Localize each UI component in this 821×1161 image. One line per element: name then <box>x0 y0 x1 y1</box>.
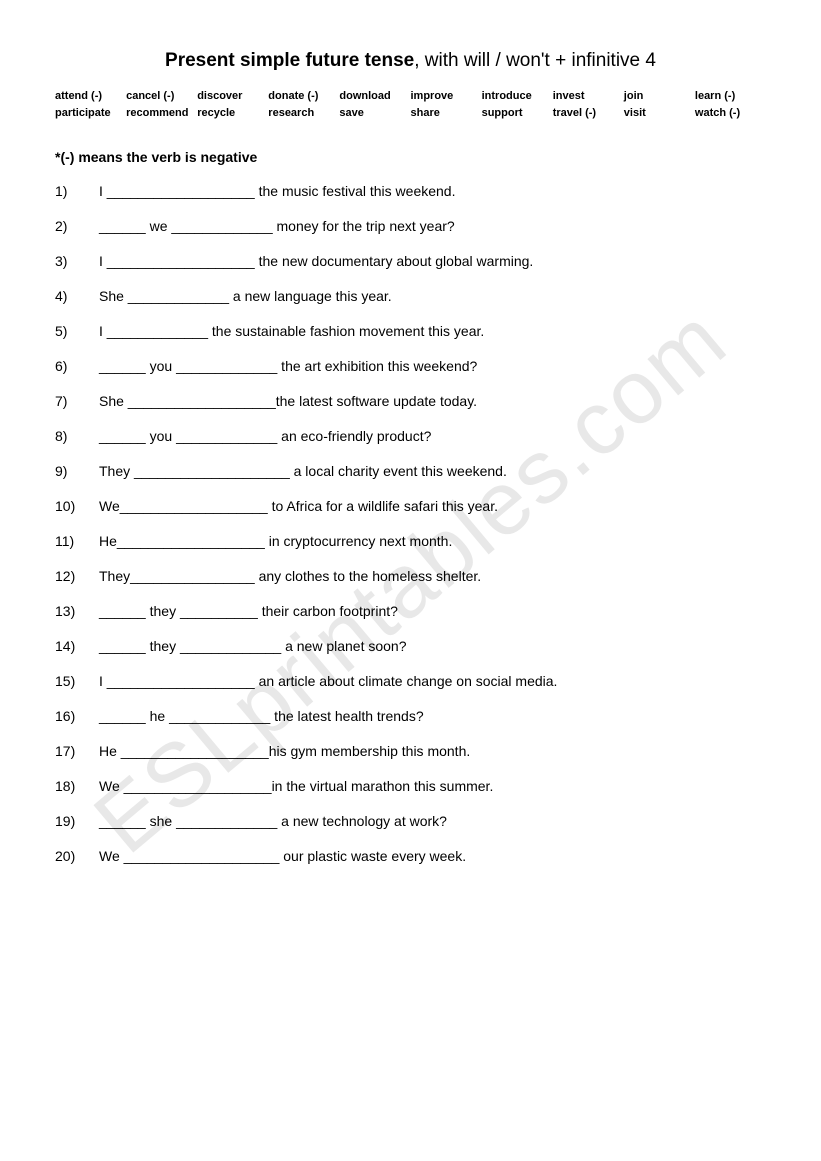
question-number: 8) <box>55 428 99 444</box>
question-text: She _____________ a new language this ye… <box>99 288 766 304</box>
question-text: We ___________________in the virtual mar… <box>99 778 766 794</box>
question-text: ______ you _____________ an eco-friendly… <box>99 428 766 444</box>
word-bank-item: attend (-) <box>55 90 126 102</box>
word-bank-item: save <box>339 107 410 119</box>
question-item: 2)______ we _____________ money for the … <box>55 218 766 234</box>
word-bank-item: learn (-) <box>695 90 766 102</box>
word-bank-item: join <box>624 90 695 102</box>
word-bank-item: discover <box>197 90 268 102</box>
question-item: 14)______ they _____________ a new plane… <box>55 638 766 654</box>
question-number: 16) <box>55 708 99 724</box>
question-item: 16)______ he _____________ the latest he… <box>55 708 766 724</box>
question-item: 7)She ___________________the latest soft… <box>55 393 766 409</box>
question-number: 14) <box>55 638 99 654</box>
word-bank-item: research <box>268 107 339 119</box>
question-text: He ___________________his gym membership… <box>99 743 766 759</box>
question-number: 11) <box>55 533 99 549</box>
question-number: 18) <box>55 778 99 794</box>
question-number: 7) <box>55 393 99 409</box>
word-bank-item: share <box>410 107 481 119</box>
question-number: 4) <box>55 288 99 304</box>
worksheet-content: Present simple future tense, with will /… <box>55 50 766 864</box>
question-text: We___________________ to Africa for a wi… <box>99 498 766 514</box>
question-item: 13)______ they __________ their carbon f… <box>55 603 766 619</box>
question-item: 15)I ___________________ an article abou… <box>55 673 766 689</box>
question-item: 18)We ___________________in the virtual … <box>55 778 766 794</box>
word-bank-item: introduce <box>482 90 553 102</box>
question-text: I _____________ the sustainable fashion … <box>99 323 766 339</box>
question-text: I ___________________ an article about c… <box>99 673 766 689</box>
question-text: They________________ any clothes to the … <box>99 568 766 584</box>
question-number: 2) <box>55 218 99 234</box>
question-number: 20) <box>55 848 99 864</box>
question-text: ______ she _____________ a new technolog… <box>99 813 766 829</box>
question-text: ______ he _____________ the latest healt… <box>99 708 766 724</box>
question-item: 6)______ you _____________ the art exhib… <box>55 358 766 374</box>
word-bank-item: donate (-) <box>268 90 339 102</box>
word-bank-item: visit <box>624 107 695 119</box>
question-number: 12) <box>55 568 99 584</box>
question-item: 17)He ___________________his gym members… <box>55 743 766 759</box>
question-item: 4)She _____________ a new language this … <box>55 288 766 304</box>
word-bank: attend (-) cancel (-) discover donate (-… <box>55 90 766 119</box>
question-number: 6) <box>55 358 99 374</box>
question-text: ______ they __________ their carbon foot… <box>99 603 766 619</box>
word-bank-item: cancel (-) <box>126 90 197 102</box>
question-number: 19) <box>55 813 99 829</box>
question-item: 3)I ___________________ the new document… <box>55 253 766 269</box>
question-item: 8)______ you _____________ an eco-friend… <box>55 428 766 444</box>
word-bank-item: recommend <box>126 107 197 119</box>
question-text: She ___________________the latest softwa… <box>99 393 766 409</box>
question-item: 10)We___________________ to Africa for a… <box>55 498 766 514</box>
question-item: 5)I _____________ the sustainable fashio… <box>55 323 766 339</box>
question-text: ______ we _____________ money for the tr… <box>99 218 766 234</box>
question-number: 15) <box>55 673 99 689</box>
negative-note: *(-) means the verb is negative <box>55 149 766 165</box>
title-bold-part: Present simple future tense <box>165 50 414 71</box>
question-item: 1)I ___________________ the music festiv… <box>55 183 766 199</box>
word-bank-item: travel (-) <box>553 107 624 119</box>
question-text: They ____________________ a local charit… <box>99 463 766 479</box>
question-item: 11)He___________________ in cryptocurren… <box>55 533 766 549</box>
question-item: 12)They________________ any clothes to t… <box>55 568 766 584</box>
question-text: I ___________________ the new documentar… <box>99 253 766 269</box>
question-text: ______ they _____________ a new planet s… <box>99 638 766 654</box>
word-bank-item: participate <box>55 107 126 119</box>
question-number: 17) <box>55 743 99 759</box>
questions-list: 1)I ___________________ the music festiv… <box>55 183 766 864</box>
question-number: 3) <box>55 253 99 269</box>
question-item: 19)______ she _____________ a new techno… <box>55 813 766 829</box>
question-text: He___________________ in cryptocurrency … <box>99 533 766 549</box>
title-normal-part: , with will / won't + infinitive 4 <box>414 50 656 71</box>
word-bank-item: watch (-) <box>695 107 766 119</box>
question-number: 5) <box>55 323 99 339</box>
question-number: 10) <box>55 498 99 514</box>
question-number: 1) <box>55 183 99 199</box>
question-item: 20)We ____________________ our plastic w… <box>55 848 766 864</box>
word-bank-item: recycle <box>197 107 268 119</box>
question-text: ______ you _____________ the art exhibit… <box>99 358 766 374</box>
worksheet-title: Present simple future tense, with will /… <box>55 50 766 72</box>
question-text: We ____________________ our plastic wast… <box>99 848 766 864</box>
question-number: 9) <box>55 463 99 479</box>
word-bank-item: improve <box>410 90 481 102</box>
question-text: I ___________________ the music festival… <box>99 183 766 199</box>
question-number: 13) <box>55 603 99 619</box>
question-item: 9)They ____________________ a local char… <box>55 463 766 479</box>
word-bank-item: invest <box>553 90 624 102</box>
word-bank-item: support <box>482 107 553 119</box>
word-bank-item: download <box>339 90 410 102</box>
